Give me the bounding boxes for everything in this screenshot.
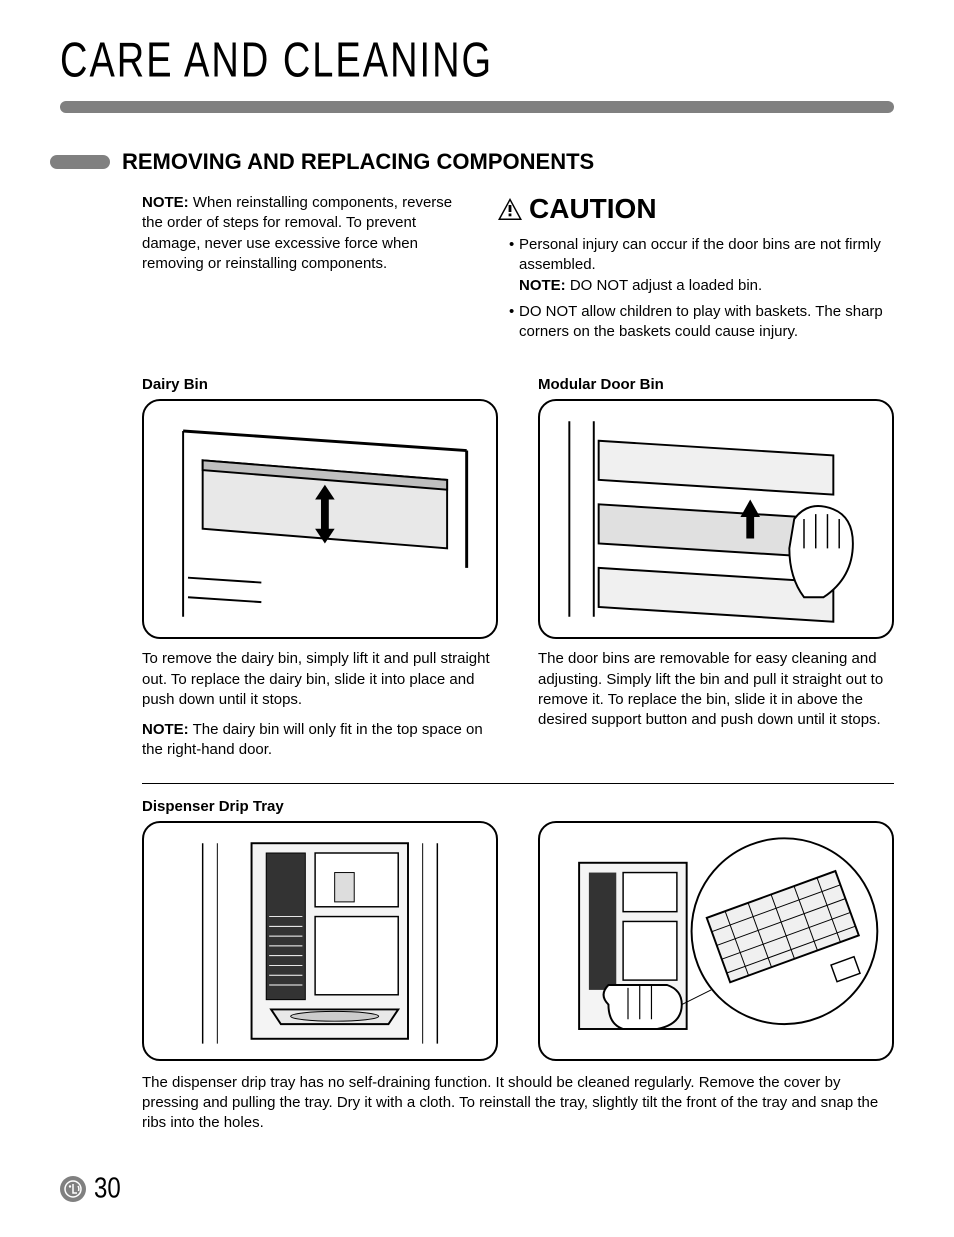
caution-item-1: • Personal injury can occur if the door … [509, 235, 894, 296]
modular-desc: The door bins are removable for easy cle… [538, 649, 894, 730]
caution-item-2: • DO NOT allow children to play with bas… [509, 302, 894, 343]
dairy-title: Dairy Bin [142, 376, 498, 393]
dairy-note: NOTE: The dairy bin will only fit in the… [142, 720, 498, 761]
caution-item-2-text: DO NOT allow children to play with baske… [519, 302, 894, 343]
dairy-col: Dairy Bin To remove the dairy bin, simpl… [142, 368, 498, 760]
page-title: CARE AND CLEANING [60, 34, 894, 90]
lg-logo-icon [60, 1176, 86, 1202]
intro-note: NOTE: When reinstalling components, reve… [60, 193, 457, 274]
modular-figure [538, 399, 894, 639]
caution-item-1-note-text: DO NOT adjust a loaded bin. [566, 277, 763, 294]
caution-col: CAUTION • Personal injury can occur if t… [497, 193, 894, 348]
warning-icon [497, 197, 523, 221]
dairy-note-text: The dairy bin will only fit in the top s… [142, 721, 483, 758]
caution-title: CAUTION [529, 193, 657, 225]
caution-header: CAUTION [497, 193, 894, 225]
bullet-icon: • [509, 302, 519, 343]
drip-title: Dispenser Drip Tray [142, 798, 894, 815]
section-heading: REMOVING AND REPLACING COMPONENTS [122, 149, 594, 175]
caution-list: • Personal injury can occur if the door … [497, 235, 894, 342]
drip-figure-1 [142, 821, 498, 1061]
drip-desc: The dispenser drip tray has no self-drai… [60, 1073, 894, 1134]
drip-figure-2 [538, 821, 894, 1061]
page-footer: 30 [60, 1175, 121, 1203]
dairy-desc: To remove the dairy bin, simply lift it … [142, 649, 498, 710]
bullet-icon: • [509, 235, 519, 296]
modular-title: Modular Door Bin [538, 376, 894, 393]
bins-columns: Dairy Bin To remove the dairy bin, simpl… [60, 368, 894, 760]
page-number: 30 [94, 1172, 121, 1206]
caution-item-1-note-label: NOTE: [519, 277, 566, 294]
drip-section: Dispenser Drip Tray [60, 798, 894, 1061]
section-heading-row: REMOVING AND REPLACING COMPONENTS [60, 149, 894, 175]
section-pill-icon [50, 155, 110, 169]
divider-bar [60, 101, 894, 113]
intro-left-col: NOTE: When reinstalling components, reve… [60, 193, 457, 348]
intro-columns: NOTE: When reinstalling components, reve… [60, 193, 894, 348]
caution-item-1-text: Personal injury can occur if the door bi… [519, 236, 881, 273]
note-text: When reinstalling components, reverse th… [142, 194, 452, 272]
dairy-note-label: NOTE: [142, 721, 189, 738]
drip-figure-row [142, 821, 894, 1061]
note-label: NOTE: [142, 194, 189, 211]
modular-col: Modular Door Bin The door bins are remov… [538, 368, 894, 760]
divider-thin [142, 783, 894, 784]
dairy-figure [142, 399, 498, 639]
